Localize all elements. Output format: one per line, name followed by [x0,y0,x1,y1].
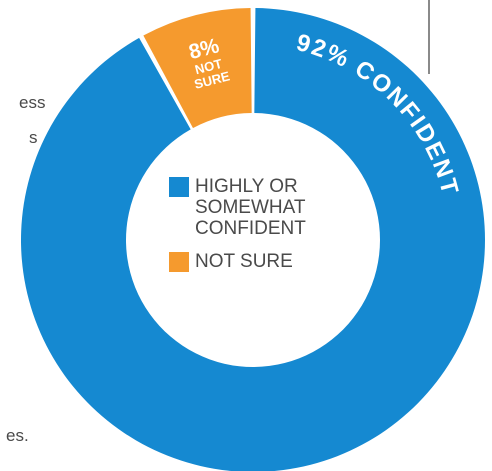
legend-item-not-sure: NOT SURE [169,251,339,272]
legend-swatch-confident [169,177,189,197]
cropped-text-fragment: s [29,128,38,147]
legend-item-confident: HIGHLY OR SOMEWHAT CONFIDENT [169,176,339,239]
legend-label-confident: HIGHLY OR SOMEWHAT CONFIDENT [195,176,306,239]
slice-confident [21,8,485,471]
cropped-text-fragment: ess [19,93,46,112]
slice-label-text-not-sure: NOT [193,56,223,77]
cropped-text-fragment: es. [6,426,29,445]
divider-line [428,0,430,74]
slice-not-sure [143,8,252,129]
legend-swatch-not-sure [169,252,189,272]
legend-label-not-sure: NOT SURE [195,251,293,272]
chart-legend: HIGHLY OR SOMEWHAT CONFIDENT NOT SURE [169,176,339,272]
